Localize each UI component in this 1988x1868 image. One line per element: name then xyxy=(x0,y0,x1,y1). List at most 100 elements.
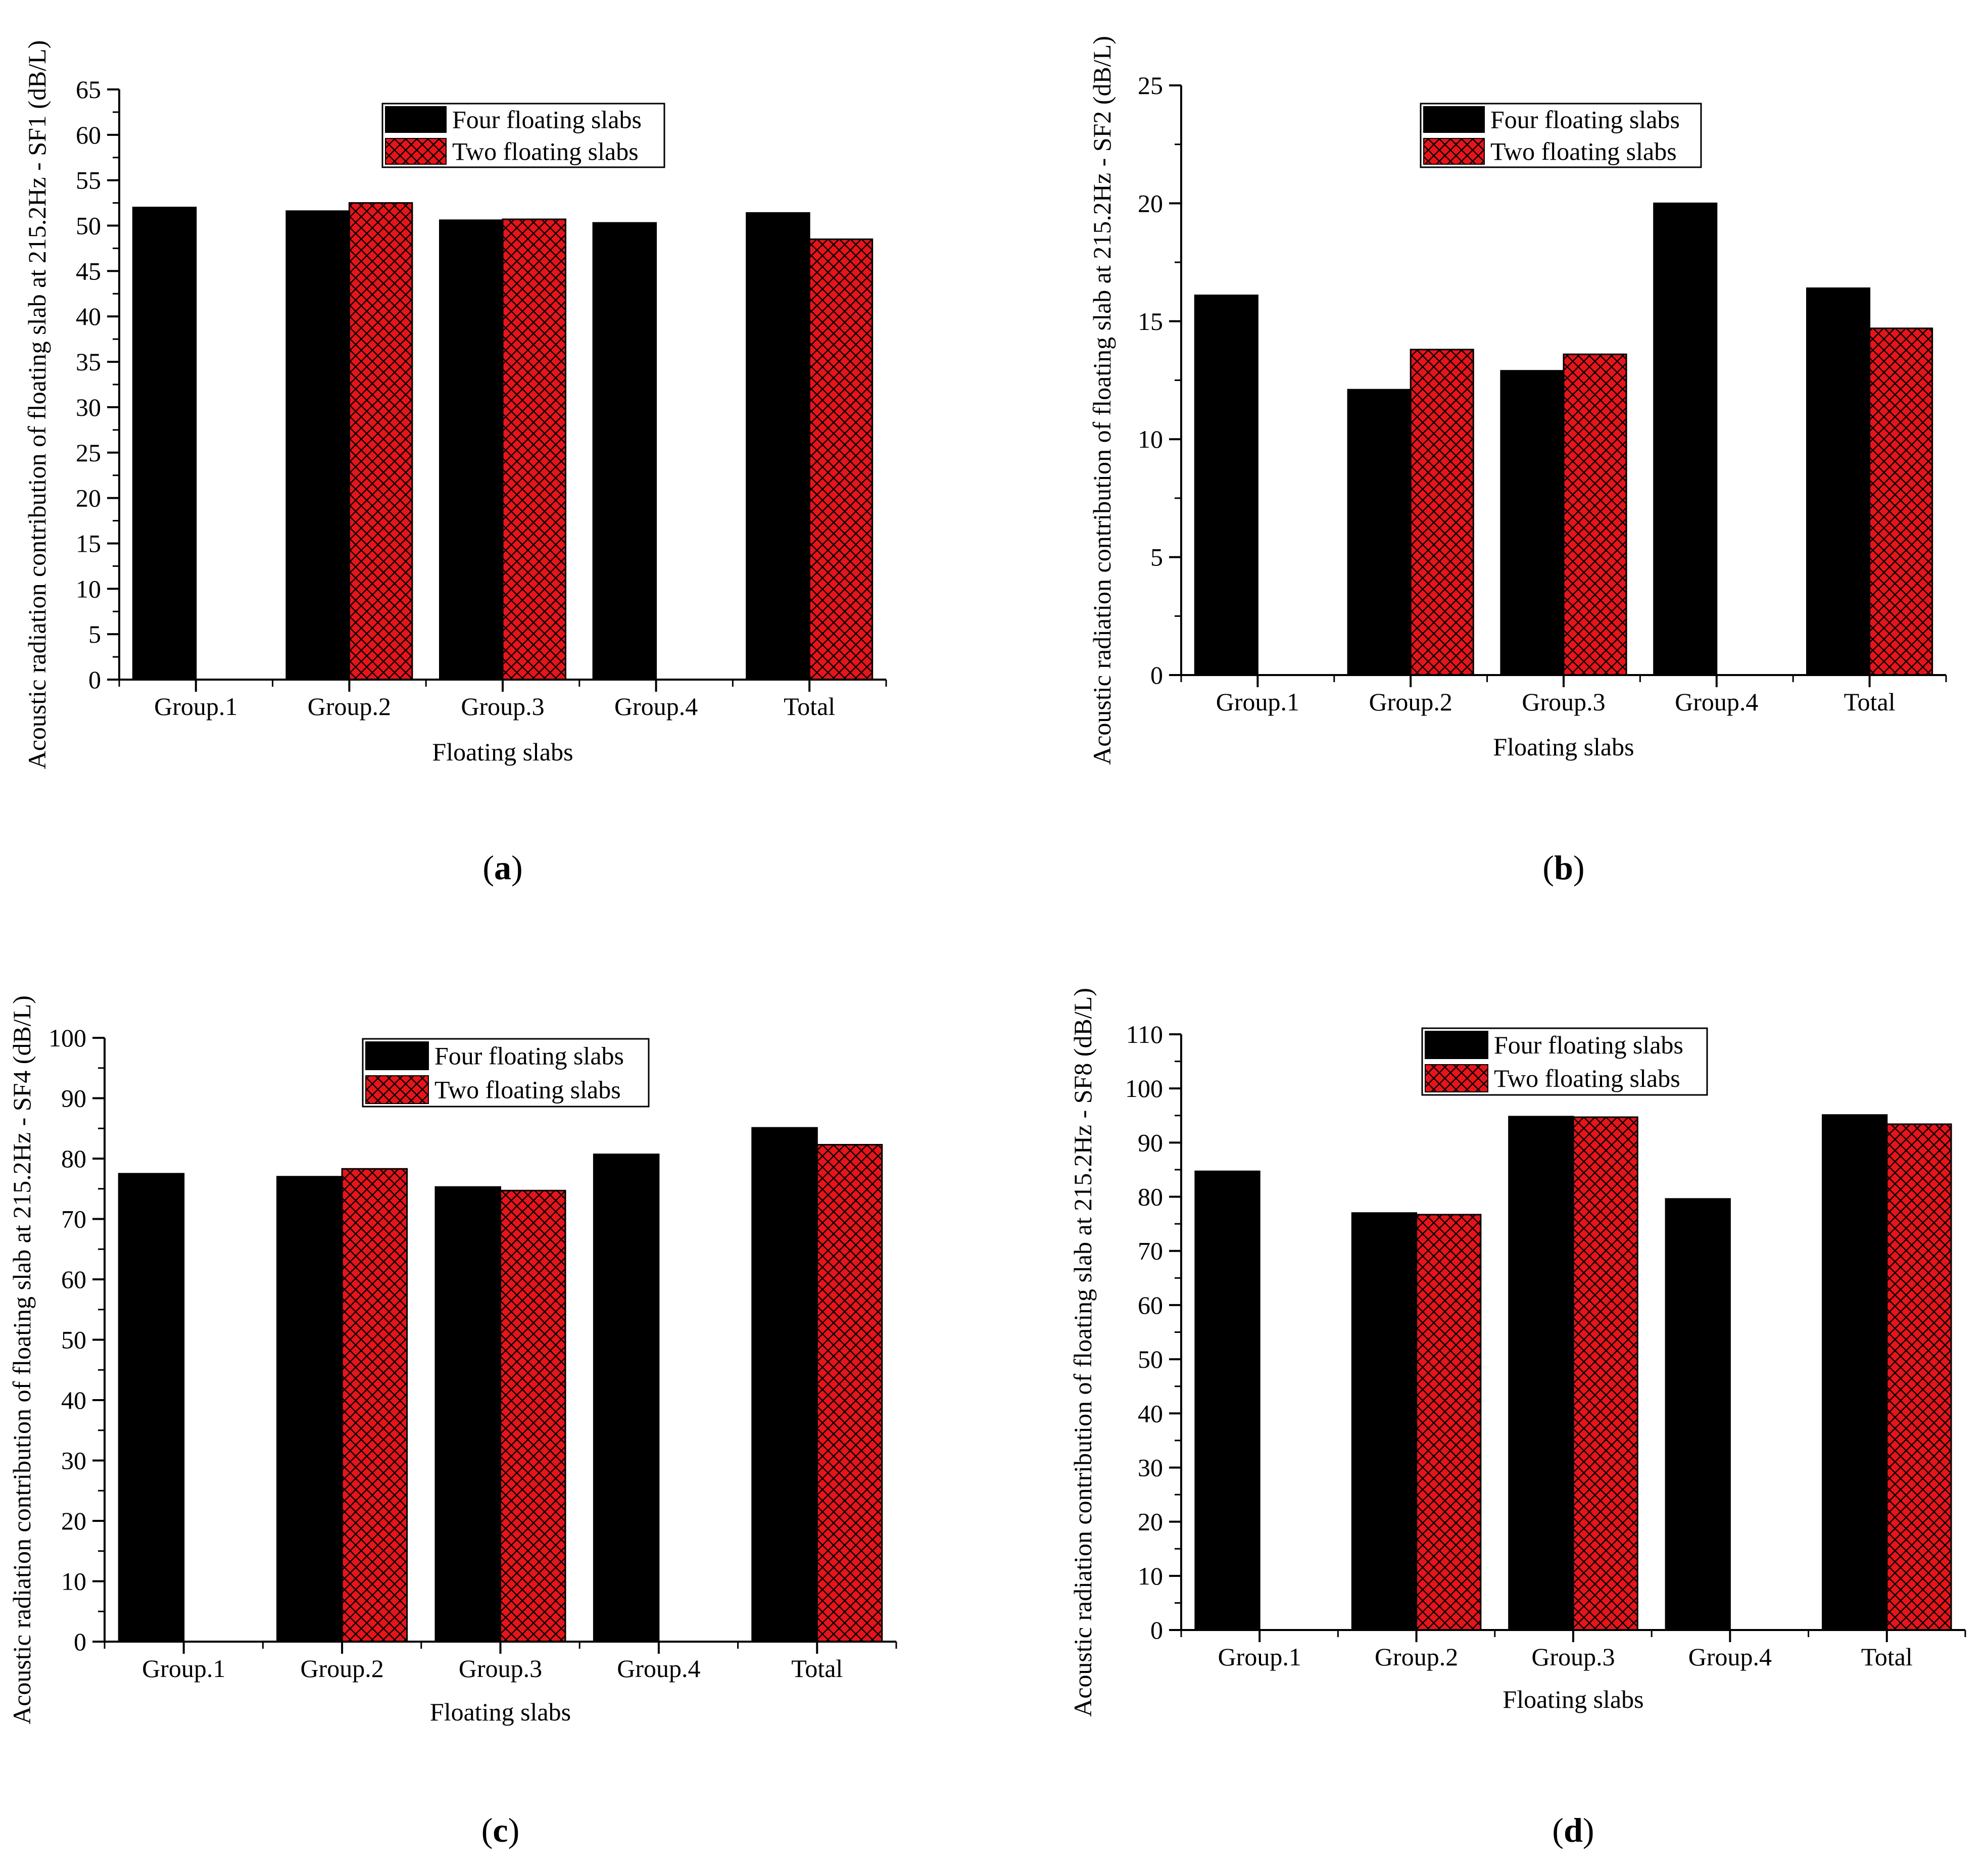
x-tick-label: Group.3 xyxy=(1531,1643,1615,1671)
bar-four-group1 xyxy=(118,1173,185,1643)
bar-four-group3 xyxy=(434,1186,501,1643)
bar-four-group1 xyxy=(1194,1170,1260,1631)
y-tick-label: 25 xyxy=(76,439,101,467)
legend-swatch-two xyxy=(1423,138,1485,165)
x-tick-label: Group.2 xyxy=(308,692,391,721)
x-axis-title: Floating slabs xyxy=(1502,1685,1643,1713)
legend: Four floating slabs Two floating slabs xyxy=(362,1038,650,1108)
bar-four-group2 xyxy=(1347,389,1412,676)
bar-four-group4 xyxy=(1653,202,1718,676)
bar-two-group2 xyxy=(348,202,413,681)
legend: Four floating slabs Two floating slabs xyxy=(1421,1027,1708,1096)
x-axis-title: Floating slabs xyxy=(430,1698,571,1726)
bar-two-total xyxy=(1869,327,1933,676)
y-tick-label: 0 xyxy=(74,1627,86,1656)
y-tick-label: 65 xyxy=(76,75,101,104)
y-tick-label: 15 xyxy=(1138,307,1163,336)
y-tick-label: 10 xyxy=(76,574,101,603)
x-tick-label: Group.1 xyxy=(1216,688,1299,716)
x-tick-label: Group.3 xyxy=(459,1654,542,1683)
legend-label: Four floating slabs xyxy=(1494,1031,1683,1059)
bar-four-group4 xyxy=(592,222,657,681)
x-tick-label: Group.1 xyxy=(1218,1643,1301,1671)
y-tick-label: 55 xyxy=(76,166,101,195)
panel-label: (b) xyxy=(1542,848,1584,887)
bar-four-group2 xyxy=(1351,1212,1418,1631)
legend-swatch-two xyxy=(1425,1064,1488,1092)
y-tick-label: 5 xyxy=(88,620,101,648)
y-tick-label: 80 xyxy=(1138,1183,1163,1211)
y-tick-label: 60 xyxy=(61,1265,86,1294)
y-tick-label: 40 xyxy=(1138,1399,1163,1427)
y-tick-label: 50 xyxy=(76,212,101,240)
panel-label: (a) xyxy=(482,848,522,887)
bar-four-group3 xyxy=(1508,1116,1574,1631)
x-tick-label: Group.3 xyxy=(461,692,544,721)
x-tick-label: Group.2 xyxy=(300,1654,383,1683)
y-axis-title: Acoustic radiation contribution of float… xyxy=(23,40,51,770)
y-tick-label: 0 xyxy=(1150,661,1163,689)
y-axis-title: Acoustic radiation contribution of float… xyxy=(1069,988,1097,1717)
bar-four-group1 xyxy=(132,207,197,681)
x-tick-label: Group.1 xyxy=(154,692,237,721)
legend-label: Two floating slabs xyxy=(1494,1064,1680,1092)
y-tick-label: 0 xyxy=(88,665,101,694)
y-tick-label: 50 xyxy=(61,1326,86,1354)
y-tick-label: 20 xyxy=(76,484,101,512)
bar-four-group3 xyxy=(1500,370,1565,676)
bar-two-group3 xyxy=(1563,353,1627,676)
legend-swatch-two xyxy=(365,1075,429,1104)
bar-four-total xyxy=(1822,1114,1888,1631)
x-tick-label: Group.2 xyxy=(1369,688,1452,716)
bar-four-group3 xyxy=(439,219,504,681)
y-tick-label: 90 xyxy=(61,1084,86,1113)
y-tick-label: 30 xyxy=(76,393,101,421)
y-tick-label: 60 xyxy=(76,121,101,149)
bar-four-group4 xyxy=(1665,1198,1731,1631)
x-tick-label: Group.2 xyxy=(1375,1643,1458,1671)
chart-panel-d: 0 10 20 30 40 50 60 70 80 90 100 110 Group.1 Group.2 G… xyxy=(1069,988,1966,1849)
y-tick-label: 30 xyxy=(1138,1453,1163,1481)
bar-four-group2 xyxy=(276,1176,343,1643)
y-tick-label: 10 xyxy=(61,1567,86,1596)
bar-four-total xyxy=(751,1127,818,1643)
y-tick-label: 25 xyxy=(1138,71,1163,100)
legend-label: Four floating slabs xyxy=(1490,106,1680,134)
bar-two-group2 xyxy=(1410,349,1474,676)
bar-four-total xyxy=(1806,287,1871,676)
chart-panel-b: 0 5 10 15 20 25 Group.1 Group.2 Group.3 Group.4 To… xyxy=(1088,36,1947,887)
bar-two-group3 xyxy=(1572,1116,1638,1631)
legend-label: Two floating slabs xyxy=(452,137,639,166)
y-tick-label: 20 xyxy=(1138,1508,1163,1536)
y-tick-label: 0 xyxy=(1150,1616,1163,1644)
bar-two-group3 xyxy=(500,1189,566,1643)
legend-swatch-four xyxy=(1423,106,1485,133)
x-axis-title: Floating slabs xyxy=(432,738,573,766)
y-tick-label: 20 xyxy=(1138,189,1163,217)
y-axis-title: Acoustic radiation contribution of float… xyxy=(1088,36,1116,765)
y-tick-label: 10 xyxy=(1138,425,1163,453)
chart-panel-c: 0 10 20 30 40 50 60 70 80 90 100 Group.1 Group.2 Grou… xyxy=(8,995,897,1849)
bar-two-group3 xyxy=(502,218,566,681)
legend: Four floating slabs Two floating slabs xyxy=(381,103,665,168)
y-tick-label: 60 xyxy=(1138,1291,1163,1319)
y-tick-label: 15 xyxy=(76,529,101,557)
y-tick-label: 40 xyxy=(61,1386,86,1414)
bar-two-total xyxy=(816,1144,883,1643)
x-tick-label: Group.3 xyxy=(1522,688,1605,716)
x-tick-label: Group.1 xyxy=(142,1654,225,1683)
bar-four-group4 xyxy=(593,1154,660,1643)
y-tick-label: 100 xyxy=(1125,1074,1163,1103)
x-tick-label: Group.4 xyxy=(617,1654,700,1683)
bar-four-group1 xyxy=(1194,295,1258,676)
legend-label: Two floating slabs xyxy=(434,1076,621,1104)
y-tick-label: 110 xyxy=(1126,1020,1163,1048)
y-tick-label: 50 xyxy=(1138,1345,1163,1373)
x-tick-label: Total xyxy=(1844,688,1896,716)
panel-label: (d) xyxy=(1552,1811,1594,1849)
y-tick-label: 5 xyxy=(1150,543,1163,571)
bar-two-group2 xyxy=(1416,1214,1482,1631)
chart-panel-a: 0 5 10 15 20 25 30 35 40 45 50 55 60 65 Group.1 Group.2… xyxy=(23,40,887,887)
legend-swatch-four xyxy=(365,1041,429,1070)
